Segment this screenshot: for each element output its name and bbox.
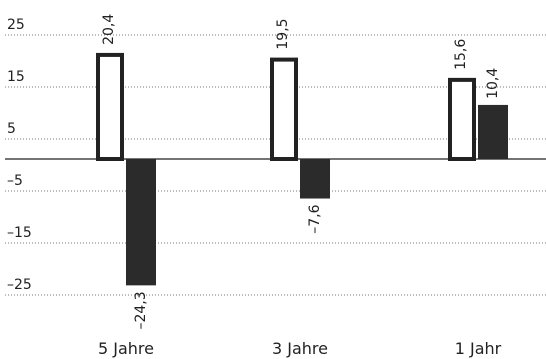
y-tick-label: –5 — [7, 173, 23, 189]
data-label: 15,6 — [453, 39, 469, 70]
y-tick-label: 25 — [7, 17, 25, 33]
y-axis-ticks: 25 15 5 –5 –15 –25 — [7, 17, 32, 293]
data-label: 19,5 — [275, 18, 291, 49]
data-labels: 20,4 –24,3 19,5 –7,6 15,6 10,4 — [101, 14, 501, 330]
bar-outline — [270, 57, 298, 161]
y-tick-label: 15 — [7, 69, 25, 85]
data-label: –7,6 — [307, 204, 323, 233]
bar-filled — [478, 104, 508, 159]
bars — [96, 52, 508, 286]
y-tick-label: 5 — [7, 121, 16, 137]
data-label: 10,4 — [485, 68, 501, 99]
y-tick-label: –15 — [7, 225, 32, 241]
bar-outline — [448, 77, 476, 161]
bar-filled — [126, 159, 156, 286]
x-axis-categories: 5 Jahre 3 Jahre 1 Jahr — [98, 339, 502, 358]
data-label: –24,3 — [133, 291, 149, 329]
x-category-label: 5 Jahre — [98, 339, 154, 358]
x-category-label: 1 Jahr — [455, 339, 502, 358]
data-label: 20,4 — [101, 14, 117, 45]
y-tick-label: –25 — [7, 277, 32, 293]
x-category-label: 3 Jahre — [272, 339, 328, 358]
bar-outline — [96, 52, 124, 161]
bar-filled — [300, 159, 330, 199]
